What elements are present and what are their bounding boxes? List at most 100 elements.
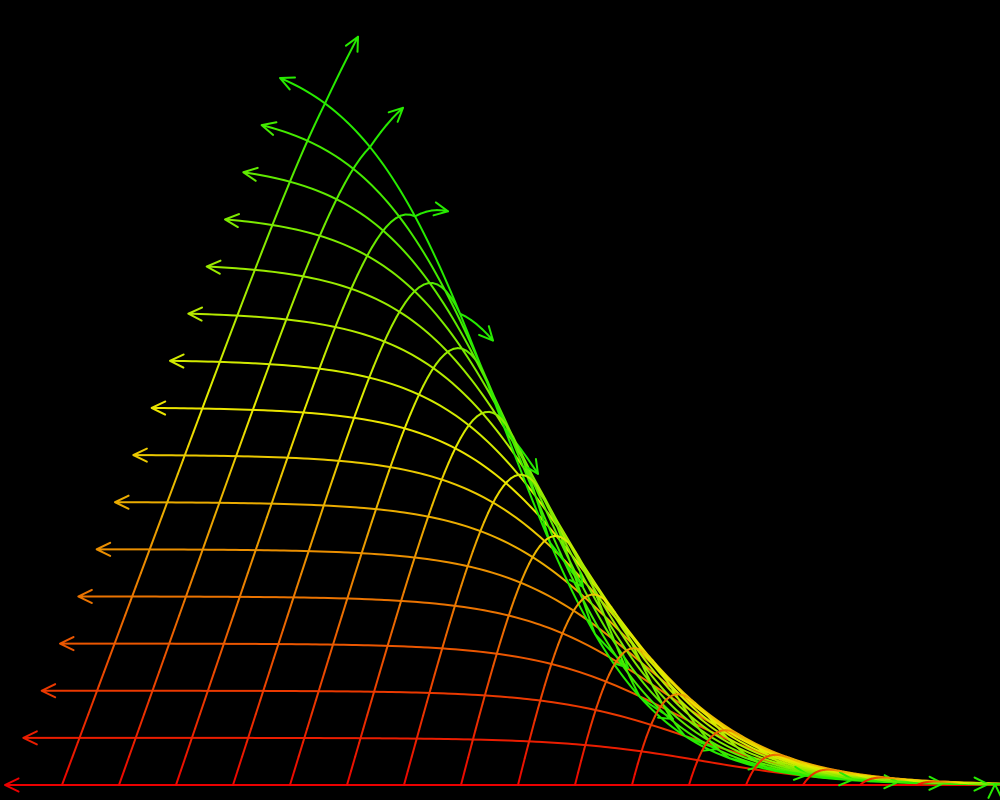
rising-segment [418, 384, 425, 396]
rising-segment [398, 591, 405, 607]
rising-segment [374, 672, 381, 689]
rising-segment [644, 700, 652, 706]
rising-segment [213, 360, 221, 377]
rising-segment [148, 685, 156, 702]
rising-segment [394, 604, 401, 620]
rising-segment [449, 296, 457, 306]
rising-segment [309, 531, 316, 548]
rising-segment [304, 545, 312, 562]
horizontal-arrowhead [40, 683, 57, 699]
rising-segment [346, 769, 353, 786]
rising-segment [260, 237, 269, 253]
rising-segment [426, 369, 433, 379]
rising-segment [447, 453, 454, 465]
rising-segment [439, 353, 446, 360]
rising-segment [300, 559, 307, 576]
rising-segment [583, 736, 589, 750]
rising-segment [377, 343, 384, 357]
rising-segment [356, 264, 364, 276]
rising-segment [567, 555, 574, 570]
horizontal-arrowhead [95, 541, 112, 557]
rising-segment [590, 622, 596, 636]
rising-segment [354, 400, 362, 415]
rising-segment [263, 671, 271, 688]
rising-segment [358, 151, 366, 160]
rising-arrowhead [568, 571, 584, 588]
rising-segment [358, 727, 365, 744]
rising-segment [445, 621, 451, 637]
rising-segment [460, 770, 466, 786]
rising-segment [283, 309, 291, 325]
rising-segment [454, 303, 461, 315]
rising-segment [477, 703, 484, 719]
rising-segment [234, 305, 242, 322]
rising-segment [259, 685, 266, 702]
rising-segment [414, 212, 422, 218]
rising-segment [229, 319, 237, 336]
rising-segment [92, 685, 100, 702]
rising-segment [490, 496, 497, 507]
rising-segment [251, 544, 259, 561]
rising-segment [402, 577, 409, 594]
rising-segment [319, 671, 326, 688]
rising-segment [318, 504, 325, 521]
rising-segment [304, 393, 311, 410]
rising-segment [218, 487, 226, 504]
rising-segment [605, 644, 613, 653]
rising-segment [391, 111, 399, 120]
rising-segment [324, 90, 332, 105]
rising-segment [563, 544, 570, 558]
rising-segment [543, 673, 550, 687]
rising-segment [548, 506, 554, 517]
horizontal-arrowhead [4, 777, 20, 793]
rising-segment [429, 673, 436, 690]
rising-segment [536, 485, 543, 494]
rising-segment [599, 638, 607, 647]
rising-segment [331, 464, 339, 480]
rising-segment [663, 707, 670, 715]
rising-segment [516, 445, 523, 457]
rising-segment [139, 557, 148, 574]
rising-segment [486, 380, 494, 394]
rising-segment [478, 364, 485, 374]
rising-segment [540, 684, 546, 698]
rising-segment [661, 711, 669, 717]
rising-segment [636, 753, 642, 766]
rising-arrowhead [524, 458, 539, 475]
rising-segment [335, 68, 343, 82]
rising-segment [688, 775, 693, 786]
horizontal-arrowhead [260, 121, 278, 136]
rising-segment [517, 578, 523, 590]
rising-segment [494, 490, 501, 499]
rising-segment [227, 614, 235, 631]
rising-segment [188, 572, 196, 589]
rising-segment [323, 657, 330, 674]
rising-segment [448, 608, 455, 624]
rising-segment [698, 749, 704, 758]
rising-segment [368, 365, 375, 379]
rising-segment [430, 362, 438, 372]
rising-segment [322, 490, 330, 507]
rising-segment [332, 629, 339, 646]
rising-segment [544, 528, 551, 544]
rising-segment [318, 354, 326, 370]
rising-segment [329, 79, 337, 93]
rising-segment [570, 545, 577, 554]
rising-segment [294, 420, 302, 436]
rising-segment [238, 431, 246, 448]
rising-segment [596, 596, 602, 607]
rising-segment [308, 124, 316, 138]
rising-segment [218, 642, 225, 659]
rising-segment [488, 664, 495, 680]
rising-segment [633, 648, 640, 658]
rising-segment [359, 388, 366, 403]
rising-segment [183, 586, 191, 603]
rising-segment [281, 615, 289, 632]
rising-segment [184, 741, 192, 758]
rising-segment [308, 380, 316, 396]
rising-segment [222, 628, 230, 645]
rising-segment [423, 515, 430, 530]
rising-segment [357, 547, 365, 564]
